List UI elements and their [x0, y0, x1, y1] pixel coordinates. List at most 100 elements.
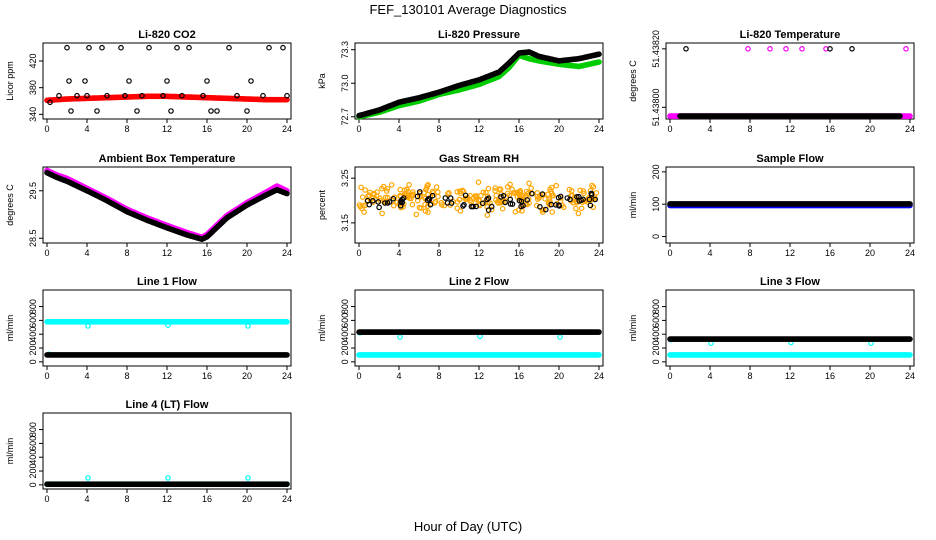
data-point — [376, 204, 382, 211]
data-point — [478, 192, 484, 199]
data-point — [86, 44, 92, 51]
data-point — [502, 199, 508, 206]
data-point — [528, 185, 535, 192]
data-point — [542, 206, 549, 213]
data-point — [85, 475, 91, 481]
data-point — [126, 78, 132, 84]
x-tick-label: 24 — [905, 124, 915, 134]
data-point — [572, 205, 579, 212]
x-tick-label: 4 — [707, 124, 712, 134]
y-tick-label: 3.25 — [340, 169, 350, 187]
x-tick-label: 8 — [436, 371, 441, 381]
panel-title: Gas Stream RH — [439, 153, 519, 165]
data-point — [64, 44, 70, 51]
data-point — [468, 203, 475, 210]
x-tick-label: 24 — [594, 248, 604, 258]
x-tick-label: 4 — [707, 371, 712, 381]
data-point — [553, 182, 560, 189]
panel-title: Line 3 Flow — [760, 276, 820, 288]
series-2 — [356, 329, 602, 335]
y-axis-label: degrees C — [5, 184, 15, 226]
data-point — [204, 78, 210, 84]
data-point — [422, 201, 428, 208]
data-point — [907, 336, 913, 342]
data-point — [564, 195, 571, 201]
x-tick-label: 24 — [594, 371, 604, 381]
x-tick-label: 24 — [282, 124, 292, 134]
data-point — [85, 323, 91, 329]
x-tick-label: 4 — [84, 494, 89, 504]
x-tick-label: 16 — [202, 124, 212, 134]
plot-frame — [42, 412, 292, 490]
plot-frame — [42, 166, 292, 244]
data-point — [245, 323, 251, 329]
x-tick-label: 4 — [707, 248, 712, 258]
data-point — [356, 202, 363, 208]
x-tick-label: 24 — [594, 124, 604, 134]
y-tick-label: 200 — [28, 464, 38, 479]
x-tick-label: 16 — [825, 124, 835, 134]
y-tick-label: 72.7 — [340, 108, 350, 126]
data-point — [426, 196, 433, 203]
data-point — [493, 192, 500, 199]
x-tick-label: 12 — [162, 371, 172, 381]
y-tick-label: 28.5 — [28, 229, 38, 247]
data-point — [397, 186, 404, 193]
data-point — [362, 187, 369, 193]
data-point — [234, 92, 240, 99]
data-point — [383, 188, 390, 194]
data-point — [400, 195, 407, 201]
data-point — [406, 192, 413, 199]
panel-title: Line 4 (LT) Flow — [126, 399, 209, 411]
data-point — [369, 198, 376, 204]
x-tick-label: 12 — [785, 124, 795, 134]
series-1 — [44, 169, 290, 243]
x-tick-label: 20 — [242, 124, 252, 134]
y-tick-label: 600 — [28, 313, 38, 328]
data-point — [358, 184, 364, 191]
series-0 — [667, 352, 913, 358]
x-tick-label: 20 — [865, 124, 875, 134]
data-point — [533, 202, 540, 209]
data-point — [504, 184, 511, 190]
data-point — [384, 200, 391, 206]
data-point — [139, 92, 145, 99]
y-tick-label: 600 — [651, 313, 661, 328]
data-point — [557, 334, 563, 340]
x-tick-label: 8 — [436, 248, 441, 258]
data-point — [454, 199, 461, 205]
data-point — [266, 44, 272, 51]
data-point — [434, 189, 441, 195]
y-tick-label: 340 — [28, 107, 38, 122]
data-point — [578, 205, 585, 212]
data-point — [390, 195, 397, 202]
x-tick-label: 20 — [242, 248, 252, 258]
series-1 — [85, 475, 251, 481]
data-point — [683, 45, 689, 52]
y-tick-label: 73.0 — [340, 74, 350, 92]
data-point — [488, 206, 495, 213]
x-tick-label: 4 — [84, 248, 89, 258]
x-tick-label: 24 — [282, 371, 292, 381]
data-point — [570, 200, 577, 206]
data-point — [438, 199, 445, 206]
x-tick-label: 8 — [124, 371, 129, 381]
data-point — [473, 196, 480, 203]
panel-title: Sample Flow — [756, 153, 824, 165]
y-tick-label: 0 — [28, 359, 38, 364]
data-point — [384, 194, 391, 201]
data-point — [507, 201, 514, 207]
y-tick-label: 400 — [28, 327, 38, 342]
x-tick-label: 16 — [514, 248, 524, 258]
data-point — [441, 202, 448, 209]
data-point — [783, 45, 789, 52]
data-point — [596, 59, 602, 65]
x-tick-label: 20 — [865, 248, 875, 258]
data-point — [174, 44, 180, 51]
data-point — [447, 195, 454, 201]
